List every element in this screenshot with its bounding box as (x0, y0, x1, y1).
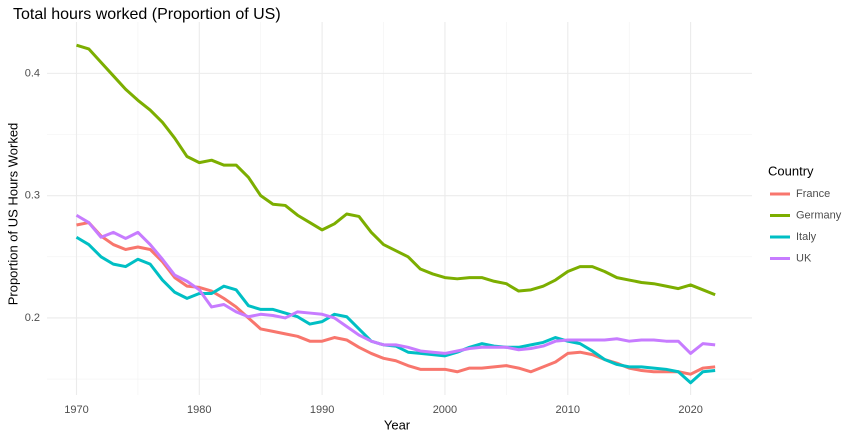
series-line (76, 43, 716, 297)
series-line (75, 213, 716, 355)
x-tick-label: 2010 (556, 404, 580, 416)
x-tick-label: 1970 (64, 404, 88, 416)
x-tick-label: 1980 (187, 404, 211, 416)
x-tick-label: 1990 (310, 404, 334, 416)
chart-title: Total hours worked (Proportion of US) (13, 6, 281, 23)
y-tick-label: 0.4 (25, 67, 40, 79)
legend-title: Country (768, 163, 814, 178)
y-tick-label: 0.2 (25, 312, 40, 324)
y-axis-label: Proportion of US Hours Worked (5, 123, 20, 306)
x-axis-label: Year (384, 417, 411, 432)
legend-label: France (796, 188, 830, 200)
legend-label: Germany (796, 209, 842, 221)
legend-label: Italy (796, 231, 817, 243)
x-tick-label: 2000 (433, 404, 457, 416)
y-tick-label: 0.3 (25, 190, 40, 202)
series-line (76, 221, 716, 376)
x-tick-label: 2020 (678, 404, 702, 416)
legend-label: UK (796, 252, 812, 264)
